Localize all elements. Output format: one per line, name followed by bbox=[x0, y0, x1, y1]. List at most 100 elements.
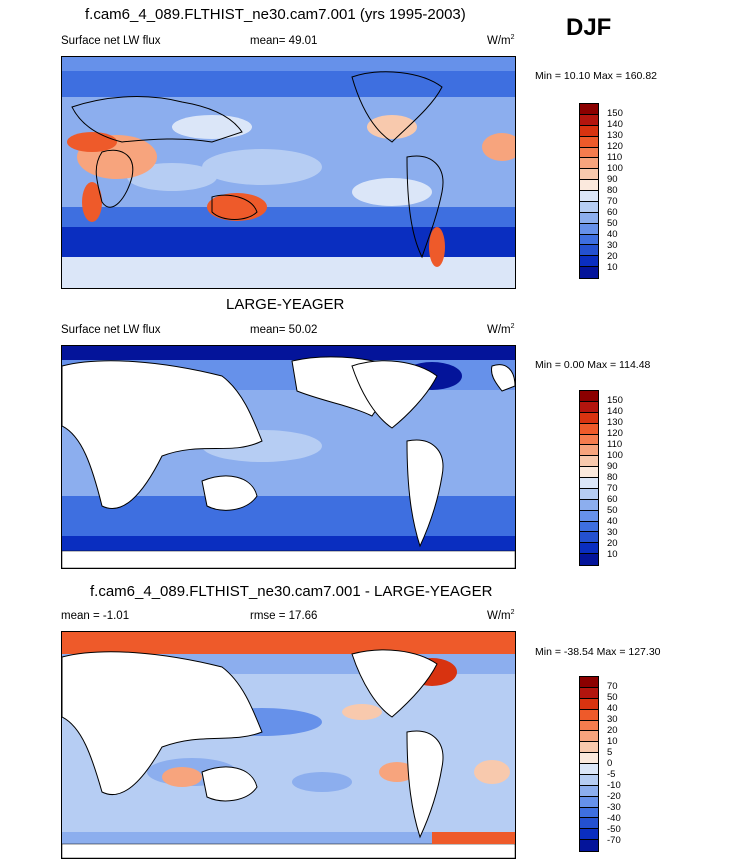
panel1-colorbar bbox=[579, 103, 599, 279]
panel1-map bbox=[61, 56, 516, 289]
colorbar-tick-label: 110 bbox=[607, 152, 623, 163]
colorbar-tick-label: 70 bbox=[607, 196, 618, 207]
colorbar-tick-label: 70 bbox=[607, 681, 618, 692]
colorbar-tick-label: 60 bbox=[607, 494, 618, 505]
panel2-map bbox=[61, 345, 516, 569]
colorbar-swatch bbox=[580, 256, 598, 268]
panel2-minmax: Min = 0.00 Max = 114.48 bbox=[535, 359, 651, 371]
colorbar-tick-label: 90 bbox=[607, 174, 618, 185]
colorbar-swatch bbox=[580, 423, 598, 435]
colorbar-swatch bbox=[580, 467, 598, 478]
colorbar-swatch bbox=[580, 510, 598, 522]
panel2-colorbar bbox=[579, 390, 599, 566]
colorbar-swatch bbox=[580, 753, 598, 764]
panel2-title: LARGE-YEAGER bbox=[226, 296, 345, 313]
colorbar-swatch bbox=[580, 698, 598, 710]
colorbar-swatch bbox=[580, 158, 598, 170]
colorbar-tick-label: 40 bbox=[607, 229, 618, 240]
colorbar-swatch bbox=[580, 125, 598, 137]
colorbar-swatch bbox=[580, 840, 598, 851]
colorbar-swatch bbox=[580, 774, 598, 786]
panel1-minmax: Min = 10.10 Max = 160.82 bbox=[535, 70, 657, 82]
colorbar-swatch bbox=[580, 104, 598, 115]
colorbar-tick-label: 10 bbox=[607, 736, 618, 747]
panel1-units: W/m2 bbox=[487, 34, 515, 47]
colorbar-tick-label: -10 bbox=[607, 780, 621, 791]
colorbar-tick-label: -50 bbox=[607, 824, 621, 835]
colorbar-swatch bbox=[580, 543, 598, 555]
colorbar-swatch bbox=[580, 521, 598, 533]
panel3-map bbox=[61, 631, 516, 859]
colorbar-swatch bbox=[580, 114, 598, 126]
colorbar-swatch bbox=[580, 488, 598, 500]
colorbar-swatch bbox=[580, 169, 598, 181]
colorbar-tick-label: 140 bbox=[607, 406, 623, 417]
colorbar-tick-label: -30 bbox=[607, 802, 621, 813]
panel1-title: f.cam6_4_089.FLTHIST_ne30.cam7.001 (yrs … bbox=[85, 6, 466, 23]
colorbar-swatch bbox=[580, 554, 598, 565]
colorbar-swatch bbox=[580, 478, 598, 489]
colorbar-tick-label: 40 bbox=[607, 703, 618, 714]
colorbar-tick-label: 120 bbox=[607, 428, 623, 439]
panel3-colorbar bbox=[579, 676, 599, 852]
colorbar-tick-label: 30 bbox=[607, 240, 618, 251]
colorbar-tick-label: 30 bbox=[607, 714, 618, 725]
colorbar-swatch bbox=[580, 764, 598, 775]
colorbar-swatch bbox=[580, 456, 598, 468]
colorbar-tick-label: 120 bbox=[607, 141, 623, 152]
panel1-field-label: Surface net LW flux bbox=[61, 35, 161, 47]
panel2-map-svg bbox=[62, 346, 515, 568]
colorbar-swatch bbox=[580, 731, 598, 743]
colorbar-tick-label: 0 bbox=[607, 758, 613, 769]
colorbar-swatch bbox=[580, 807, 598, 819]
colorbar-swatch bbox=[580, 785, 598, 797]
colorbar-tick-label: 140 bbox=[607, 119, 623, 130]
season-label: DJF bbox=[566, 14, 612, 41]
colorbar-tick-label: 20 bbox=[607, 725, 618, 736]
colorbar-swatch bbox=[580, 412, 598, 424]
colorbar-swatch bbox=[580, 829, 598, 841]
colorbar-tick-label: 10 bbox=[607, 549, 618, 560]
colorbar-swatch bbox=[580, 234, 598, 246]
colorbar-tick-label: 20 bbox=[607, 538, 618, 549]
colorbar-tick-label: 100 bbox=[607, 450, 623, 461]
panel1-mean-label: mean= 49.01 bbox=[250, 35, 318, 47]
colorbar-tick-label: -5 bbox=[607, 769, 616, 780]
colorbar-swatch bbox=[580, 136, 598, 148]
colorbar-tick-label: 10 bbox=[607, 262, 618, 273]
colorbar-tick-label: 30 bbox=[607, 527, 618, 538]
colorbar-tick-label: 130 bbox=[607, 417, 623, 428]
colorbar-tick-label: -70 bbox=[607, 835, 621, 846]
colorbar-tick-label: 20 bbox=[607, 251, 618, 262]
panel3-map-svg bbox=[62, 632, 515, 858]
colorbar-swatch bbox=[580, 742, 598, 754]
colorbar-swatch bbox=[580, 401, 598, 413]
colorbar-tick-label: 50 bbox=[607, 218, 618, 229]
colorbar-tick-label: 150 bbox=[607, 395, 623, 406]
colorbar-swatch bbox=[580, 818, 598, 830]
colorbar-swatch bbox=[580, 499, 598, 511]
colorbar-swatch bbox=[580, 147, 598, 159]
panel1-map-svg bbox=[62, 57, 515, 288]
colorbar-swatch bbox=[580, 687, 598, 699]
colorbar-swatch bbox=[580, 677, 598, 688]
panel3-mean-label: mean = -1.01 bbox=[61, 610, 130, 622]
panel2-mean-label: mean= 50.02 bbox=[250, 324, 318, 336]
panel3-units: W/m2 bbox=[487, 609, 515, 622]
colorbar-swatch bbox=[580, 201, 598, 213]
colorbar-tick-label: 110 bbox=[607, 439, 623, 450]
colorbar-swatch bbox=[580, 191, 598, 202]
colorbar-tick-label: 50 bbox=[607, 692, 618, 703]
colorbar-swatch bbox=[580, 796, 598, 808]
colorbar-tick-label: 130 bbox=[607, 130, 623, 141]
colorbar-tick-label: -20 bbox=[607, 791, 621, 802]
colorbar-tick-label: 5 bbox=[607, 747, 613, 758]
colorbar-swatch bbox=[580, 223, 598, 235]
colorbar-tick-label: 150 bbox=[607, 108, 623, 119]
colorbar-tick-label: -40 bbox=[607, 813, 621, 824]
colorbar-tick-label: 60 bbox=[607, 207, 618, 218]
colorbar-tick-label: 50 bbox=[607, 505, 618, 516]
panel3-title: f.cam6_4_089.FLTHIST_ne30.cam7.001 - LAR… bbox=[90, 583, 493, 600]
panel2-field-label: Surface net LW flux bbox=[61, 324, 161, 336]
colorbar-tick-label: 80 bbox=[607, 185, 618, 196]
